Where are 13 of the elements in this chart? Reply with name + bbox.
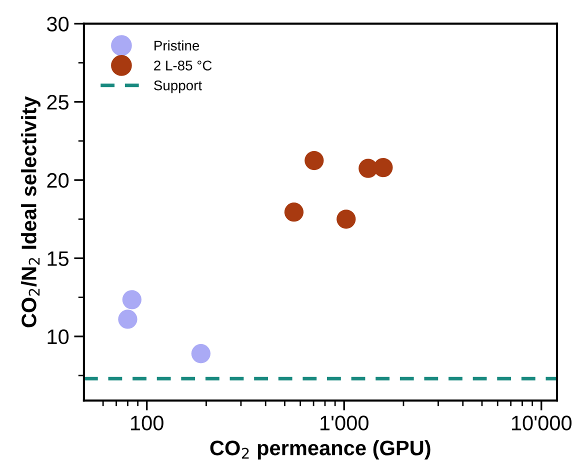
x-axis-title: CO$_{2}$ permeance (GPU) [210, 440, 430, 460]
y-tick-label: 30 [46, 16, 69, 32]
y-axis-title: CO$_{2}$/N$_{2}$ Ideal selectivity [21, 96, 40, 328]
x-tick-label: 10'000 [512, 416, 572, 430]
legend-label: 2 L-85 °C [154, 60, 212, 70]
y-tick-label: 15 [48, 251, 68, 266]
legend-label: Support [154, 80, 202, 94]
y-tick-label: 20 [47, 173, 69, 188]
y-tick-label: 10 [48, 329, 69, 344]
legend-label: Pristine [154, 40, 200, 51]
y-tick-label: 25 [47, 94, 68, 110]
x-tick-label: 100 [131, 416, 164, 430]
x-tick-label: 1'000 [320, 416, 368, 430]
